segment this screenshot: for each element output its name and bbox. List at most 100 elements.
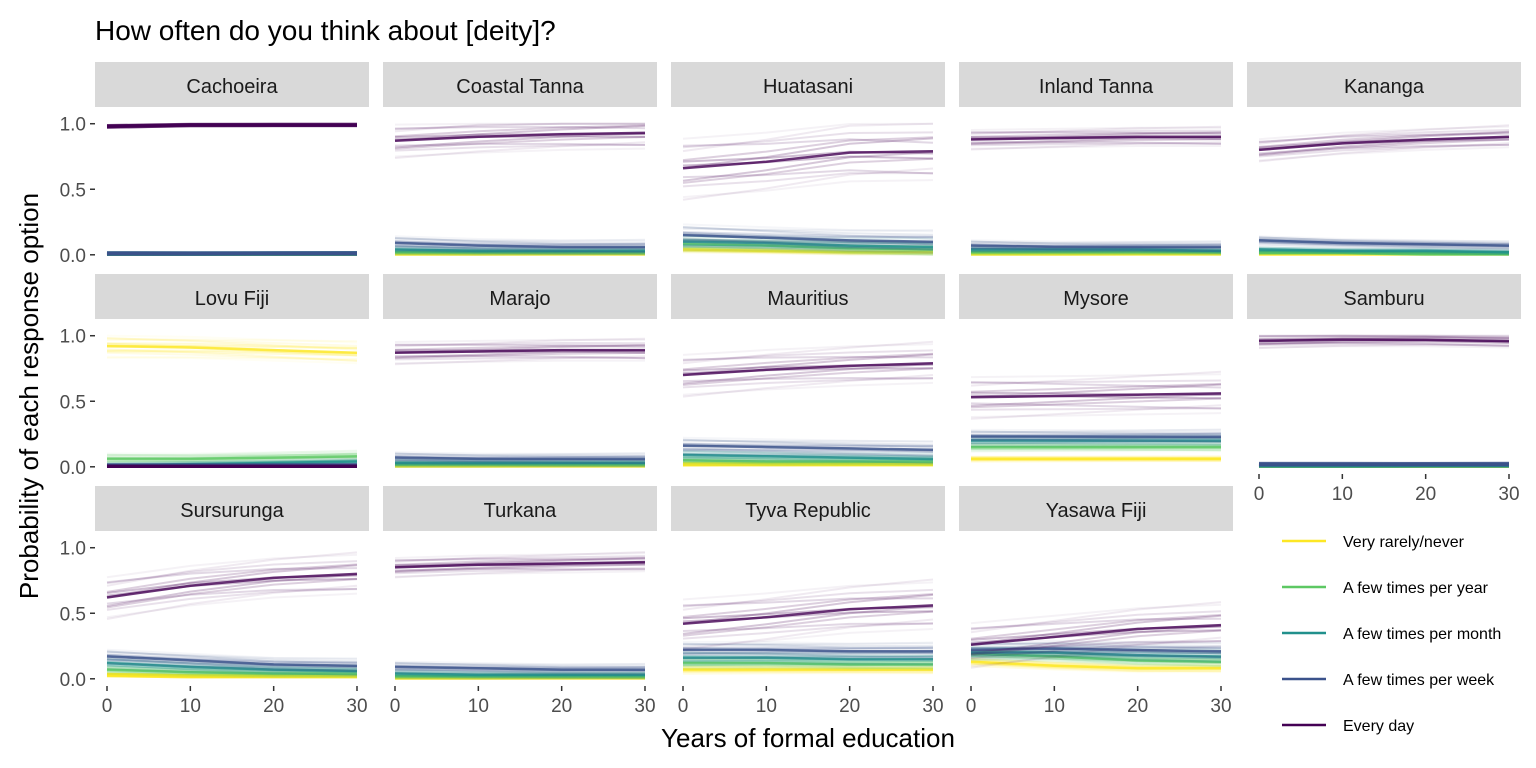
y-tick-label: 1.0 bbox=[60, 539, 86, 560]
draw-line bbox=[106, 459, 358, 464]
series-a-few-times-per-week bbox=[106, 251, 358, 256]
series-a-few-times-per-week bbox=[394, 235, 646, 255]
facet-strip bbox=[959, 274, 1233, 319]
legend-label: A few times per week bbox=[1343, 672, 1495, 689]
y-tick-label: 1.0 bbox=[60, 115, 86, 136]
draw-line bbox=[970, 659, 1222, 668]
draw-line bbox=[970, 658, 1222, 666]
draw-line bbox=[394, 142, 646, 147]
draw-line bbox=[682, 641, 934, 647]
draw-line bbox=[970, 654, 1222, 667]
draw-line bbox=[682, 622, 934, 640]
facet-kananga: Kananga bbox=[1247, 62, 1521, 256]
draw-line bbox=[394, 252, 645, 256]
mean-line bbox=[106, 673, 357, 678]
series-every-day bbox=[394, 337, 646, 366]
draw-line bbox=[106, 453, 358, 457]
series-a-few-times-per-year bbox=[682, 656, 934, 671]
x-tick-label: 0 bbox=[1254, 484, 1265, 505]
draw-line bbox=[106, 588, 358, 605]
draw-line bbox=[394, 669, 646, 675]
draw-line bbox=[970, 655, 1221, 660]
draw-line bbox=[106, 451, 358, 457]
draw-line bbox=[394, 245, 646, 251]
draw-line bbox=[682, 449, 934, 457]
draw-line bbox=[682, 671, 934, 675]
draw-line bbox=[682, 669, 934, 674]
draw-line bbox=[106, 657, 358, 672]
facet-strip bbox=[1247, 62, 1521, 107]
draw-line bbox=[682, 460, 934, 466]
draw-line bbox=[394, 669, 646, 673]
y-tick-label: 1.0 bbox=[60, 327, 86, 348]
series-very-rarely-never bbox=[106, 334, 358, 365]
draw-line bbox=[682, 136, 934, 162]
mean-line bbox=[682, 240, 934, 249]
draw-line bbox=[1258, 251, 1510, 256]
draw-line bbox=[970, 654, 1222, 660]
draw-line bbox=[106, 664, 358, 674]
draw-line bbox=[970, 610, 1222, 631]
mean-line bbox=[683, 656, 933, 661]
draw-line bbox=[683, 667, 933, 671]
draw-line bbox=[394, 122, 645, 131]
draw-line bbox=[682, 343, 934, 356]
draw-line bbox=[106, 348, 358, 362]
draw-line bbox=[106, 667, 358, 676]
series-very-rarely-never bbox=[682, 461, 934, 467]
x-tick-label: 20 bbox=[839, 696, 860, 717]
facet-strip bbox=[383, 486, 657, 531]
mean-line bbox=[106, 655, 358, 667]
draw-line bbox=[682, 138, 934, 147]
x-tick-label: 10 bbox=[756, 696, 777, 717]
draw-line bbox=[1258, 340, 1510, 346]
draw-line bbox=[682, 459, 934, 466]
draw-line bbox=[970, 240, 1222, 245]
draw-line bbox=[682, 456, 934, 462]
draw-line bbox=[682, 618, 934, 651]
draw-line bbox=[106, 338, 358, 343]
draw-line bbox=[682, 658, 934, 662]
facet-strip bbox=[671, 274, 945, 319]
draw-line bbox=[970, 663, 1222, 673]
draw-line bbox=[970, 613, 1222, 640]
draw-line bbox=[682, 651, 934, 659]
facet-strip bbox=[95, 486, 369, 531]
draw-line bbox=[682, 588, 934, 608]
draw-line bbox=[970, 441, 1222, 446]
facet-lovu-fiji: Lovu Fiji bbox=[95, 274, 369, 469]
draw-line bbox=[682, 640, 934, 645]
draw-line bbox=[682, 232, 934, 241]
draw-line bbox=[394, 668, 645, 672]
draw-line bbox=[394, 249, 646, 255]
facet-label: Kananga bbox=[1344, 76, 1425, 98]
draw-line bbox=[682, 457, 934, 464]
draw-line bbox=[970, 642, 1222, 648]
facet-tyva-republic: Tyva Republic bbox=[671, 486, 945, 675]
draw-line bbox=[394, 461, 646, 465]
draw-line bbox=[970, 247, 1222, 251]
draw-line bbox=[394, 671, 646, 675]
facet-label: Turkana bbox=[484, 500, 558, 522]
draw-line bbox=[394, 556, 646, 566]
facet-inland-tanna: Inland Tanna bbox=[959, 62, 1233, 256]
draw-line bbox=[682, 664, 934, 668]
series-a-few-times-per-week bbox=[682, 640, 934, 661]
facet-strip bbox=[383, 62, 657, 107]
draw-line bbox=[106, 672, 357, 679]
draw-line bbox=[970, 379, 1222, 384]
draw-line bbox=[394, 675, 646, 679]
facet-samburu: Samburu bbox=[1247, 274, 1521, 469]
draw-line bbox=[970, 439, 1222, 445]
draw-line bbox=[394, 668, 646, 673]
draw-line bbox=[106, 564, 358, 599]
draw-line bbox=[106, 563, 358, 593]
draw-line bbox=[394, 122, 645, 126]
draw-line bbox=[970, 131, 1222, 136]
x-tick-label: 30 bbox=[922, 696, 943, 717]
draw-line bbox=[682, 658, 934, 664]
draw-line bbox=[1258, 251, 1510, 255]
series-a-few-times-per-week bbox=[1258, 461, 1510, 467]
draw-line bbox=[682, 243, 934, 254]
draw-line bbox=[682, 442, 934, 447]
